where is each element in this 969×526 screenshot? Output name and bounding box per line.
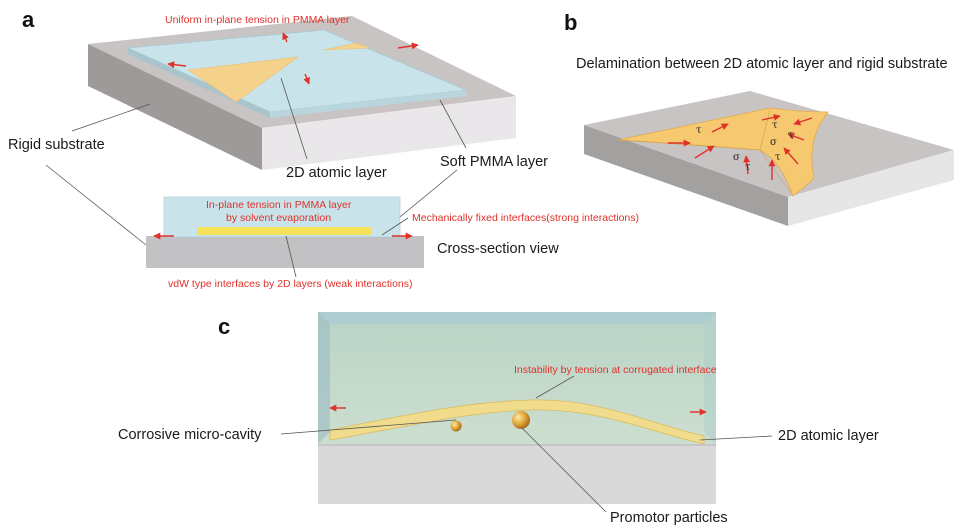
b-sigma-1: σ — [733, 152, 740, 163]
leader-atomic-layer-c — [699, 435, 773, 441]
tension-arrow-left — [167, 61, 187, 69]
c-particle-large — [512, 411, 530, 429]
cross-section-view-label: Cross-section view — [437, 241, 559, 257]
leader-substrate-to-section — [45, 164, 147, 246]
leader-pmma-layer — [439, 99, 467, 149]
panel-b: b Delamination between 2D atomic layer a… — [564, 10, 954, 226]
substrate-left-face — [88, 44, 262, 170]
leader-rigid-substrate — [71, 103, 151, 132]
rigid-substrate-label: Rigid substrate — [8, 137, 105, 153]
panel-c: c Instability by tension at corrugated i… — [118, 312, 879, 526]
atomic-flake-large — [187, 56, 300, 103]
section-tension-label-line2: by solvent evaporation — [226, 212, 331, 224]
panel-a-letter: a — [22, 7, 35, 32]
leader-fixed-interfaces — [381, 217, 409, 236]
leader-micro-cavity — [280, 419, 457, 435]
b-arrow-6 — [783, 147, 799, 165]
b-arrow-2 — [694, 145, 715, 159]
c-substrate — [318, 446, 716, 504]
b-fold-line-2 — [759, 109, 771, 151]
panel-b-letter: b — [564, 10, 577, 35]
b-arrow-4 — [743, 155, 751, 175]
vdw-interfaces-label: vdW type interfaces by 2D layers (weak i… — [168, 278, 413, 290]
c-atomic-layer — [329, 399, 705, 445]
tension-arrow-up — [282, 32, 289, 43]
b-sigma-2: σ — [770, 137, 777, 148]
pmma-front-face — [270, 90, 466, 118]
c-pmma-left-edge — [318, 312, 330, 444]
instability-label: Instability by tension at corrugated int… — [514, 364, 717, 376]
micro-cavity-label: Corrosive micro-cavity — [118, 427, 262, 443]
panel-a: a Uniform in-plane tension in PMMA layer… — [8, 7, 639, 290]
leader-instability — [535, 375, 575, 399]
c-particle-small — [450, 420, 462, 432]
tension-arrow-down — [303, 73, 310, 85]
cross-section-atomic-layer — [197, 227, 371, 235]
b-arrow-9 — [761, 113, 781, 121]
b-tau-4: τ — [788, 130, 794, 141]
b-arrow-7 — [787, 132, 805, 141]
tension-arrow-right — [397, 42, 419, 50]
b-tau-3: τ — [772, 120, 778, 131]
panel-b-title: Delamination between 2D atomic layer and… — [576, 56, 948, 72]
b-substrate-front — [788, 150, 954, 226]
b-arrow-8 — [793, 117, 813, 126]
promotor-particles-label: Promotor particles — [610, 510, 728, 526]
section-tension-label-line1: In-plane tension in PMMA layer — [206, 199, 352, 211]
pmma-layer-label: Soft PMMA layer — [440, 154, 548, 170]
b-fold-line-3 — [759, 149, 793, 195]
cross-section-substrate — [146, 236, 424, 268]
atomic-flake-small — [322, 42, 371, 51]
b-tau-5: τ — [775, 152, 781, 163]
leader-atomic-layer — [280, 77, 308, 160]
panel-c-letter: c — [218, 314, 230, 339]
c-pmma-right-edge — [704, 312, 716, 444]
atomic-layer-label-a: 2D atomic layer — [286, 165, 387, 181]
b-substrate-left — [584, 125, 788, 226]
c-pmma-top-edge — [318, 312, 716, 324]
atomic-layer-label-c: 2D atomic layer — [778, 428, 879, 444]
leader-particles — [521, 427, 607, 513]
fixed-interfaces-label: Mechanically fixed interfaces(strong int… — [412, 212, 639, 224]
b-tau-2: τ — [745, 162, 751, 173]
b-arrow-3 — [711, 123, 729, 133]
b-tau-1: τ — [696, 125, 702, 136]
uniform-tension-label: Uniform in-plane tension in PMMA layer — [165, 14, 350, 26]
substrate-front-face — [262, 96, 516, 170]
leader-vdw-interfaces — [285, 235, 297, 278]
